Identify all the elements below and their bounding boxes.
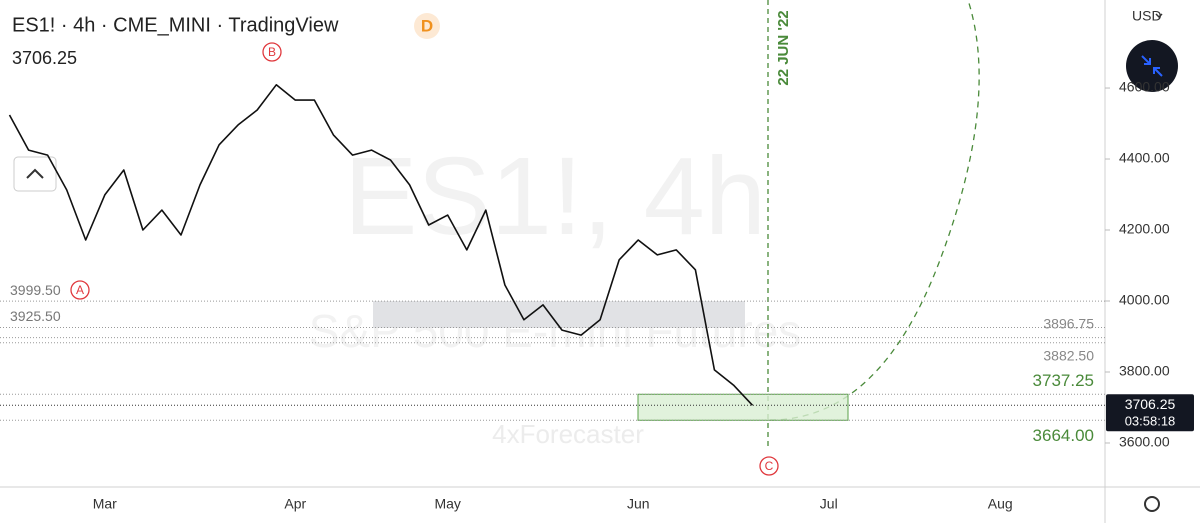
currency: USD [1132, 8, 1162, 24]
countdown: 03:58:18 [1125, 414, 1176, 429]
level-label: 3664.00 [1033, 426, 1094, 445]
x-tick-label: Apr [284, 496, 306, 512]
y-tick-label: 4000.00 [1119, 292, 1170, 308]
level-label: 3882.50 [1043, 347, 1094, 363]
x-tick-label: Jul [820, 496, 838, 512]
last-price: 3706.25 [12, 48, 77, 68]
wave-label: B [268, 45, 276, 59]
y-tick-label: 4200.00 [1119, 221, 1170, 237]
x-tick-label: Jun [627, 496, 650, 512]
fullscreen-button[interactable] [1126, 40, 1178, 92]
wave-label: A [76, 283, 84, 297]
y-tick-label: 3600.00 [1119, 434, 1170, 450]
support-zone [637, 393, 849, 421]
chart-title: ES1! · 4h · CME_MINI · TradingView [12, 14, 339, 36]
wave-label-circle [70, 280, 90, 300]
y-tick-label: 4400.00 [1119, 150, 1170, 166]
y-tick-label: 3800.00 [1119, 363, 1170, 379]
date-marker: 22 JUN '22 [775, 10, 792, 85]
wave-label-circle [262, 42, 282, 62]
badge: D [421, 16, 433, 35]
level-label: 3896.75 [1043, 315, 1094, 331]
x-tick-label: May [434, 496, 460, 512]
watermark: ES1!, 4h [344, 135, 766, 258]
price-badge-bg [1106, 394, 1194, 432]
wave-label-circle [759, 456, 779, 476]
settings-icon[interactable] [1144, 496, 1160, 512]
x-tick-label: Mar [93, 496, 117, 512]
x-tick-label: Aug [988, 496, 1013, 512]
author: 4xForecaster [492, 419, 644, 449]
currency-caret [1155, 13, 1163, 19]
resistance-zone [373, 301, 745, 328]
collapse-button[interactable] [13, 156, 57, 192]
collapse-icon [26, 168, 44, 179]
level-label: 3925.50 [10, 308, 61, 324]
price-line [8, 84, 754, 406]
wave-label: C [765, 459, 774, 473]
y-tick-label: 4600.00 [1119, 79, 1170, 95]
price-badge: 3706.25 [1125, 396, 1176, 412]
fullscreen-icon [1141, 55, 1163, 77]
level-label: 3999.50 [10, 282, 61, 298]
level-label: 3737.25 [1033, 371, 1094, 390]
badge-bg [414, 13, 440, 39]
